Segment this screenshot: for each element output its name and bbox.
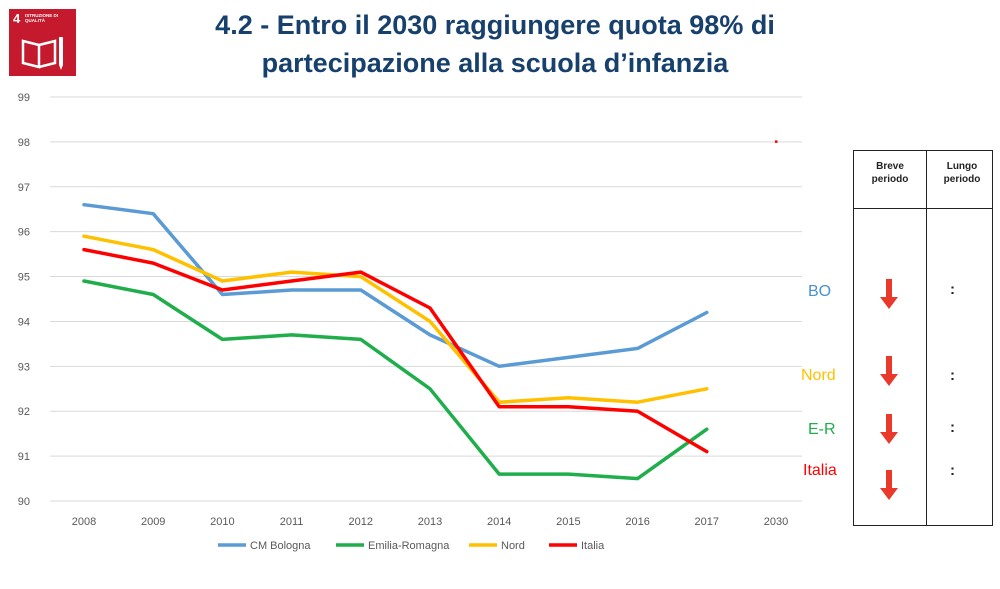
lungo-value-nord: : bbox=[950, 367, 955, 384]
down-arrow-icon bbox=[880, 470, 898, 500]
x-tick-label: 2008 bbox=[72, 516, 96, 528]
x-tick-label: 2011 bbox=[280, 516, 304, 528]
y-tick-label: 99 bbox=[18, 92, 30, 104]
x-tick-label: 2030 bbox=[764, 516, 788, 528]
series-line-emilia-romagna bbox=[82, 279, 709, 481]
target-point bbox=[775, 140, 778, 143]
label-bo: BO bbox=[808, 283, 832, 300]
title-line-1: 4.2 - Entro il 2030 raggiungere quota 98… bbox=[215, 10, 775, 40]
down-arrow-icon bbox=[880, 414, 898, 444]
x-tick-label: 2015 bbox=[556, 516, 580, 528]
header-lungo-periodo: Lungo periodo bbox=[943, 161, 981, 185]
lungo-value-er: : bbox=[950, 419, 955, 436]
book-pencil-icon bbox=[21, 37, 63, 70]
sdg-4-logo: 4 Istruzione di qualità bbox=[9, 9, 76, 76]
label-nord: Nord bbox=[801, 367, 836, 384]
x-tick-label: 2016 bbox=[625, 516, 649, 528]
down-arrow-icon bbox=[880, 356, 898, 386]
y-tick-label: 95 bbox=[18, 272, 30, 284]
sdg-number: 4 bbox=[13, 11, 21, 26]
trend-table-header bbox=[854, 151, 992, 209]
label-er: E-R bbox=[808, 421, 836, 438]
legend-label: Nord bbox=[501, 540, 525, 552]
series-line-cm-bologna bbox=[82, 202, 709, 369]
lungo-value-bo: : bbox=[950, 281, 955, 298]
lungo-value-italia: : bbox=[950, 462, 955, 479]
y-tick-label: 98 bbox=[18, 137, 30, 149]
x-tick-label: 2012 bbox=[349, 516, 373, 528]
x-tick-label: 2010 bbox=[210, 516, 234, 528]
header-breve-periodo: Breve periodo bbox=[871, 161, 909, 185]
series-line-nord bbox=[82, 234, 709, 404]
trend-table-divider bbox=[926, 151, 927, 525]
label-italia: Italia bbox=[803, 462, 837, 479]
trend-table: Breve periodo Lungo periodo : : : : bbox=[853, 150, 993, 526]
x-tick-label: 2017 bbox=[695, 516, 719, 528]
legend-label: Emilia-Romagna bbox=[368, 540, 450, 552]
y-tick-label: 91 bbox=[18, 451, 30, 463]
down-arrow-icon bbox=[880, 279, 898, 309]
sdg-text: Istruzione di qualità bbox=[25, 13, 59, 23]
y-tick-label: 90 bbox=[18, 496, 30, 508]
x-tick-label: 2014 bbox=[487, 516, 511, 528]
y-tick-label: 93 bbox=[18, 361, 30, 373]
x-tick-label: 2013 bbox=[418, 516, 442, 528]
legend-label: CM Bologna bbox=[250, 540, 311, 552]
y-tick-label: 96 bbox=[18, 227, 30, 239]
title-line-2: partecipazione alla scuola d’infanzia bbox=[261, 48, 729, 78]
x-tick-label: 2009 bbox=[141, 516, 165, 528]
page-title: 4.2 - Entro il 2030 raggiungere quota 98… bbox=[150, 6, 840, 82]
y-tick-label: 94 bbox=[18, 316, 30, 328]
series-line-italia bbox=[82, 247, 709, 454]
legend-label: Italia bbox=[581, 540, 605, 552]
y-tick-label: 97 bbox=[18, 182, 30, 194]
y-tick-label: 92 bbox=[18, 406, 30, 418]
